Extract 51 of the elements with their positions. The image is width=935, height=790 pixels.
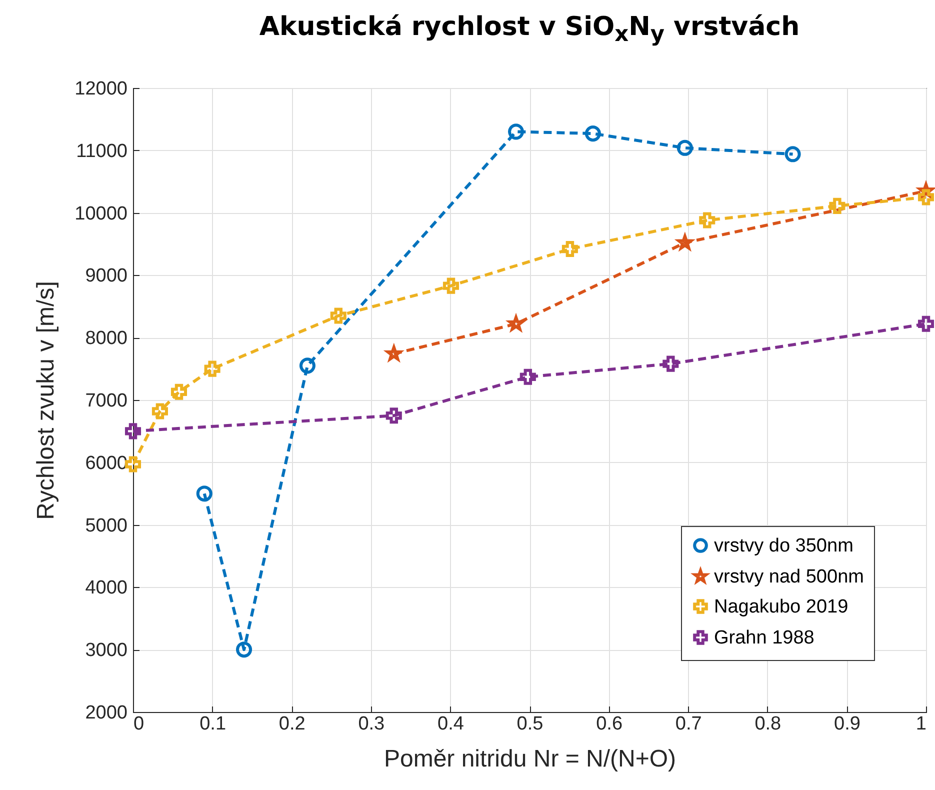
point	[918, 316, 934, 332]
point	[676, 140, 693, 156]
point	[299, 358, 316, 374]
x-tick-label: 0.2	[278, 714, 306, 734]
point	[520, 368, 536, 385]
y-tick-label: 5000	[85, 515, 128, 536]
y-tick-label: 6000	[85, 452, 128, 474]
y-tick-label: 9000	[85, 266, 128, 287]
x-tick-label: 0.8	[754, 714, 782, 734]
legend-label: vrstvy do 350nm	[714, 536, 854, 556]
point	[386, 408, 402, 424]
point	[330, 308, 346, 324]
x-tick-label: 0.4	[437, 714, 464, 734]
point	[562, 240, 578, 258]
point	[584, 126, 601, 142]
point	[442, 278, 460, 294]
y-tick-label: 4000	[85, 578, 128, 599]
x-axis-title: Poměr nitridu Nr = N/(N+O)	[384, 746, 676, 772]
point	[124, 423, 142, 440]
y-tick-label: 2000	[85, 702, 128, 724]
point	[196, 486, 212, 502]
y-tick-label: 10000	[74, 203, 128, 224]
point	[152, 403, 168, 420]
y-tick-label: 7000	[85, 390, 128, 412]
point	[204, 360, 220, 377]
y-tick-label: 3000	[85, 640, 128, 662]
y-tick-label: 8000	[85, 328, 128, 350]
x-tick-label: 0.5	[516, 714, 544, 734]
x-tick-label: 0.1	[200, 714, 226, 734]
x-tick-label: 0	[134, 714, 144, 734]
point	[236, 642, 252, 658]
point	[784, 146, 801, 162]
point	[508, 124, 524, 140]
point	[829, 198, 846, 214]
x-tick-label: 0.9	[834, 714, 860, 734]
point	[124, 456, 142, 472]
legend-label: Nagakubo 2019	[714, 596, 848, 618]
legend-label: vrstvy nad 500nm	[714, 566, 864, 588]
x-tick-label: 0.6	[596, 714, 623, 734]
point	[662, 356, 679, 372]
y-tick-label: 11000	[76, 140, 128, 162]
x-tick-label: 1	[916, 714, 926, 734]
point	[170, 384, 188, 400]
y-axis-title: Rychlost zvuku v [m/s]	[32, 281, 60, 520]
legend-label: Grahn 1988	[714, 628, 814, 648]
chart-title: Akustická rychlost v SiO$_{x}$N$_{y}$ vrstvách	[258, 12, 801, 48]
y-tick-label: 12000	[74, 78, 128, 100]
point	[918, 189, 934, 206]
point	[699, 212, 716, 228]
x-tick-label: 0.7	[675, 714, 702, 734]
x-tick-label: 0.3	[358, 714, 385, 734]
